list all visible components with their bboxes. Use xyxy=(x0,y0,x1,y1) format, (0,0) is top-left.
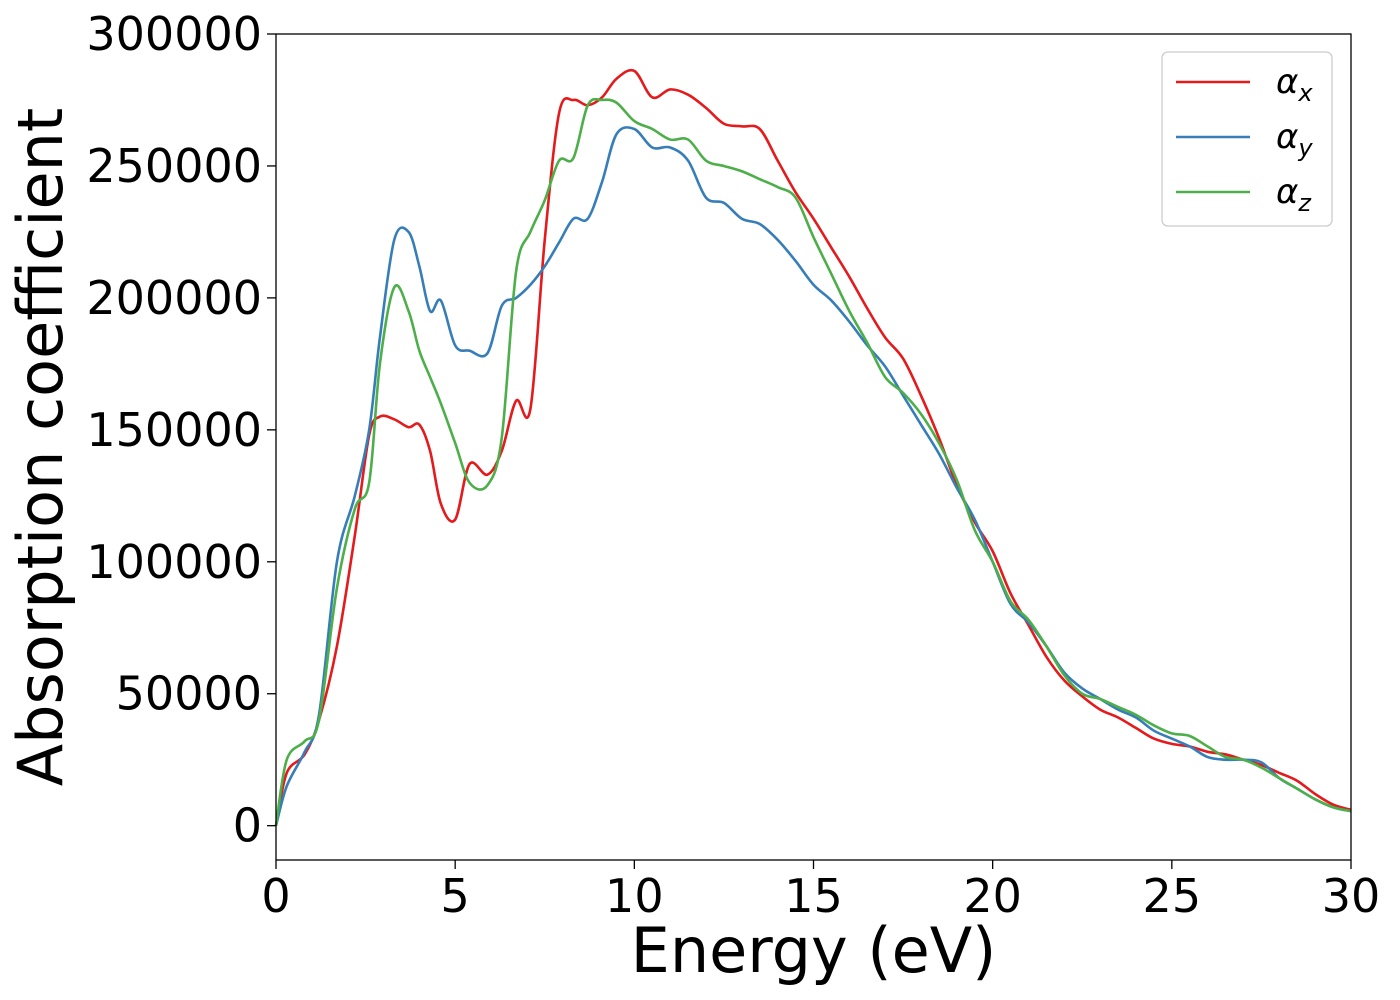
y-tick-label: 300000 xyxy=(86,7,262,61)
legend-entry-y: αy xyxy=(1276,117,1313,162)
legend-subscript: y xyxy=(1297,134,1313,162)
x-tick-label: 10 xyxy=(605,869,664,923)
y-tick-label: 0 xyxy=(233,799,262,853)
legend-entry-x: αx xyxy=(1276,62,1313,107)
legend-symbol: α xyxy=(1276,117,1298,157)
x-axis-ticks: 0 5 10 15 20 25 30 xyxy=(261,860,1380,923)
x-tick-label: 5 xyxy=(441,869,470,923)
y-axis-title: Absorption coefficient xyxy=(4,108,77,787)
series-line-y xyxy=(274,126,1352,827)
x-tick-label: 0 xyxy=(261,869,290,923)
y-tick-label: 150000 xyxy=(86,403,262,457)
legend-symbol: α xyxy=(1276,172,1298,212)
y-tick-label: 100000 xyxy=(86,535,262,589)
series-line-x xyxy=(274,68,1352,826)
legend-subscript: z xyxy=(1297,189,1312,217)
legend-box xyxy=(1161,51,1333,227)
x-tick-label: 15 xyxy=(784,869,843,923)
x-axis-title: Energy (eV) xyxy=(631,914,997,987)
x-tick-label: 20 xyxy=(963,869,1022,923)
series-line-z xyxy=(274,97,1352,826)
y-tick-label: 250000 xyxy=(86,139,262,193)
y-tick-label: 200000 xyxy=(86,271,262,325)
y-axis-ticks: 0 50000 100000 150000 200000 250000 300000 xyxy=(86,7,276,853)
y-tick-label: 50000 xyxy=(116,667,262,721)
legend-subscript: x xyxy=(1297,79,1313,107)
x-tick-label: 30 xyxy=(1322,869,1381,923)
series-lines xyxy=(274,68,1352,827)
x-tick-label: 25 xyxy=(1143,869,1202,923)
legend-entry-z: αz xyxy=(1276,172,1312,217)
legend-symbol: α xyxy=(1276,62,1298,102)
